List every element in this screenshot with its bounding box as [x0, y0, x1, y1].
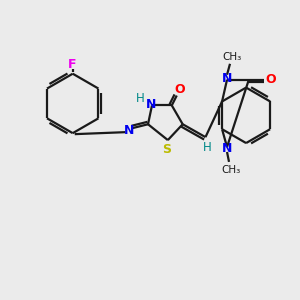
Text: N: N — [124, 124, 134, 137]
Text: H: H — [203, 140, 212, 154]
Text: CH₃: CH₃ — [221, 165, 241, 175]
Text: F: F — [68, 58, 76, 71]
Text: H: H — [136, 92, 145, 105]
Text: N: N — [222, 72, 232, 85]
Text: N: N — [222, 142, 232, 154]
Text: CH₃: CH₃ — [222, 52, 242, 62]
Text: N: N — [146, 98, 156, 111]
Text: S: S — [162, 142, 171, 155]
Text: O: O — [174, 83, 185, 96]
Text: O: O — [265, 73, 276, 86]
